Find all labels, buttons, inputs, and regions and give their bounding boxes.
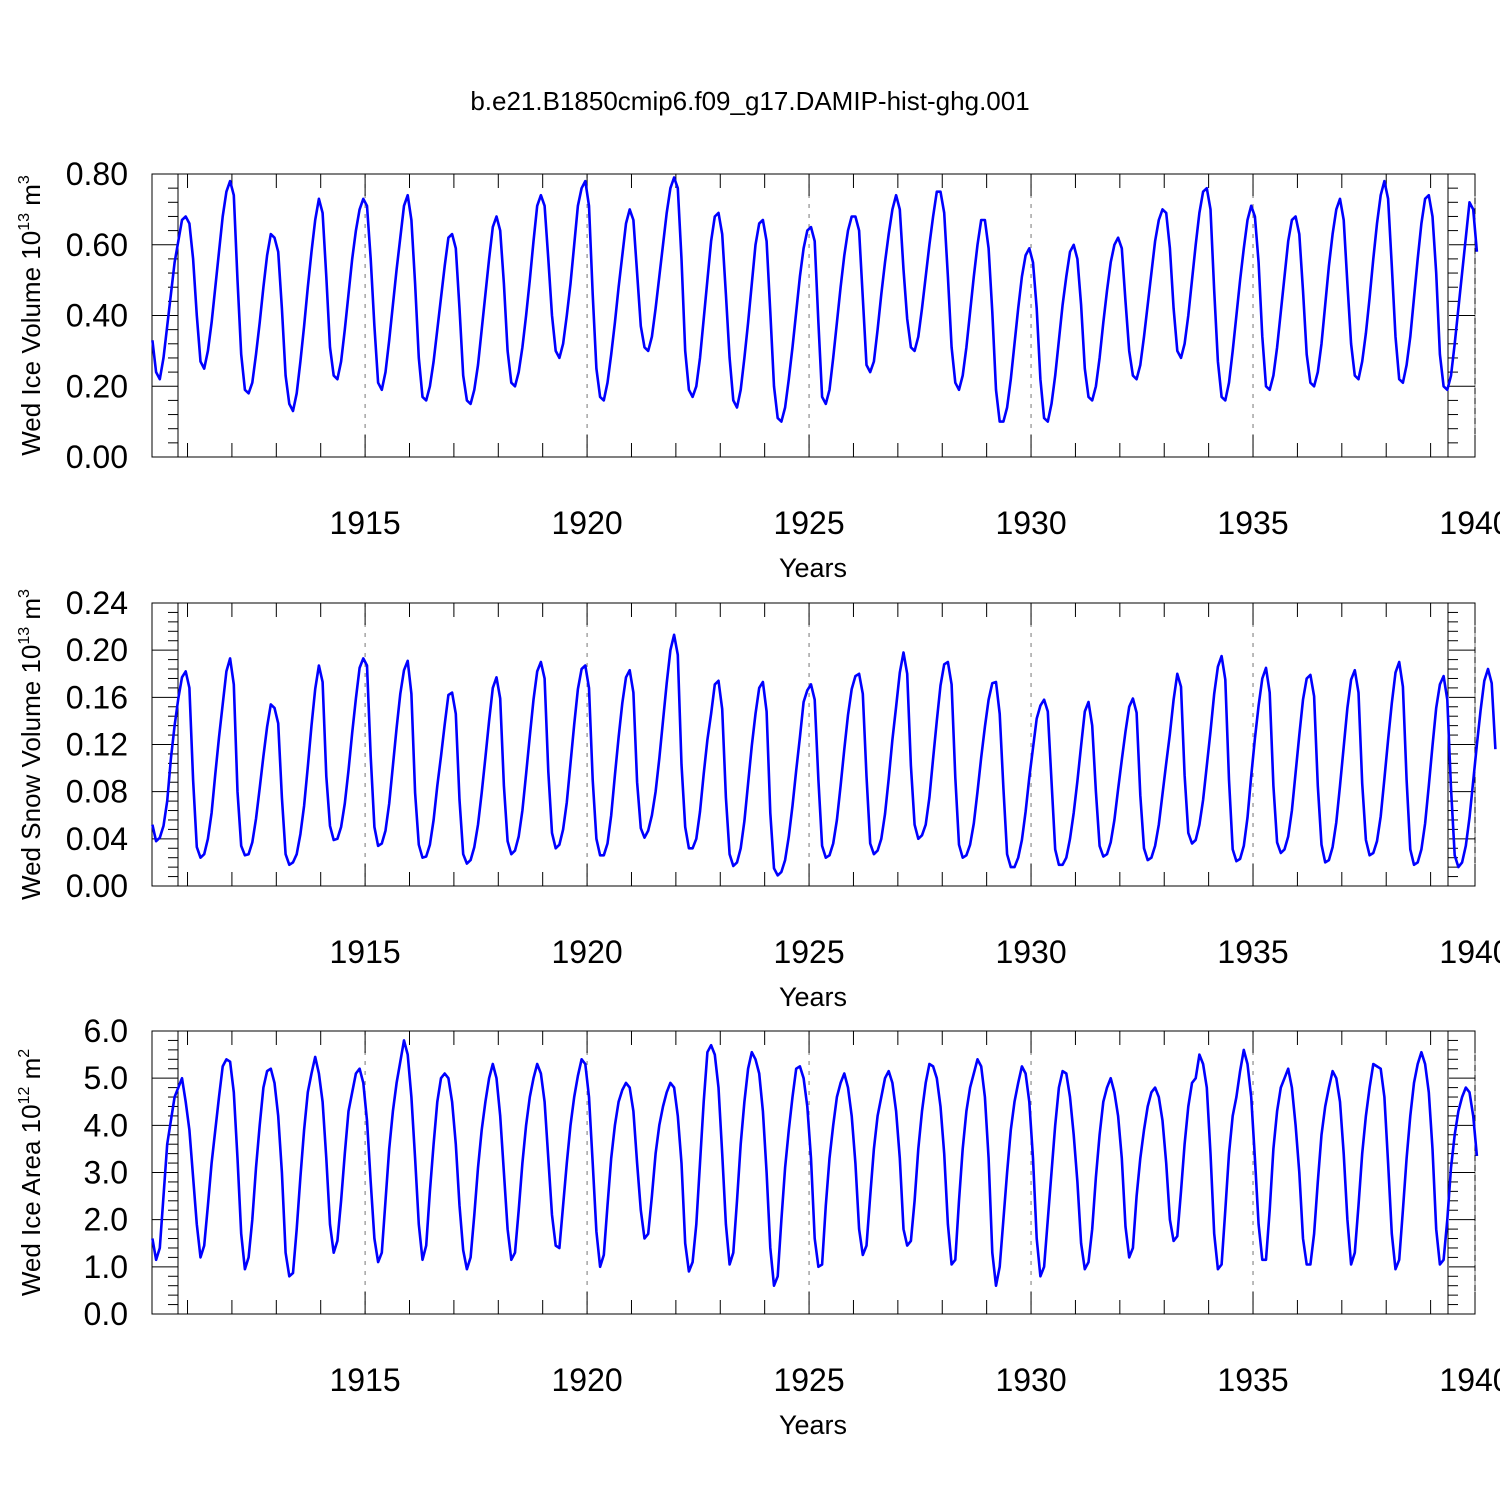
panel-ice-volume: 0.00 0.20 0.40 0.60 0.80 1915 1920 1925 1930 1935… xyxy=(16,156,1500,583)
plot-frame xyxy=(151,1030,1476,1315)
y-tick-label: 0.60 xyxy=(66,227,128,263)
x-tick-label: 1920 xyxy=(551,1362,622,1398)
y-tick-label: 0.20 xyxy=(66,632,128,668)
y-tick-label: 6.0 xyxy=(84,1013,128,1049)
y-tick-label: 0.40 xyxy=(66,298,128,334)
y-tick-label: 0.00 xyxy=(66,868,128,904)
chart-title: b.e21.B1850cmip6.f09_g17.DAMIP-hist-ghg.… xyxy=(470,86,1029,116)
y-axis-label: Wed Ice Area 1012 m2 xyxy=(16,1049,46,1296)
y-axis-label: Wed Snow Volume 1013 m3 xyxy=(16,589,46,900)
x-tick-label: 1930 xyxy=(995,934,1066,970)
series-line xyxy=(151,176,1479,423)
x-axis-label: Years xyxy=(779,553,847,583)
y-tick-label: 2.0 xyxy=(84,1202,128,1238)
x-tick-label: 1920 xyxy=(551,934,622,970)
x-tick-label: 1930 xyxy=(995,505,1066,541)
y-tick-label: 4.0 xyxy=(84,1107,128,1143)
y-tick-label: 0.80 xyxy=(66,156,128,192)
series-line xyxy=(151,1039,1479,1287)
x-tick-label: 1940 xyxy=(1439,505,1500,541)
series-line xyxy=(151,633,1497,877)
y-tick-label: 0.20 xyxy=(66,368,128,404)
y-tick-label: 0.08 xyxy=(66,774,128,810)
x-tick-label: 1925 xyxy=(773,505,844,541)
panel-snow-volume: 0.00 0.04 0.08 0.12 0.16 0.20 0.24 1915 1920 1925… xyxy=(16,585,1500,1012)
x-tick-label: 1915 xyxy=(330,1362,401,1398)
x-tick-label: 1935 xyxy=(1217,934,1288,970)
x-tick-label: 1915 xyxy=(330,505,401,541)
x-tick-label: 1915 xyxy=(330,934,401,970)
y-tick-label: 1.0 xyxy=(84,1249,128,1285)
y-tick-label: 0.0 xyxy=(84,1296,128,1332)
plot-frame xyxy=(151,173,1476,458)
y-tick-label: 3.0 xyxy=(84,1155,128,1191)
y-tick-label: 5.0 xyxy=(84,1060,128,1096)
x-tick-label: 1920 xyxy=(551,505,622,541)
x-axis-label: Years xyxy=(779,1410,847,1440)
x-tick-label: 1925 xyxy=(773,1362,844,1398)
y-tick-label: 0.12 xyxy=(66,727,128,763)
x-tick-label: 1930 xyxy=(995,1362,1066,1398)
x-axis-label: Years xyxy=(779,982,847,1012)
y-tick-label: 0.16 xyxy=(66,679,128,715)
x-tick-label: 1935 xyxy=(1217,505,1288,541)
panel-ice-area: 0.0 1.0 2.0 3.0 4.0 5.0 6.0 1915 1920 1925 1930 193… xyxy=(16,1013,1500,1440)
x-tick-label: 1935 xyxy=(1217,1362,1288,1398)
y-axis-label: Wed Ice Volume 1013 m3 xyxy=(16,175,46,456)
x-tick-label: 1925 xyxy=(773,934,844,970)
y-tick-label: 0.24 xyxy=(66,585,128,621)
y-tick-label: 0.04 xyxy=(66,821,128,857)
x-tick-label: 1940 xyxy=(1439,934,1500,970)
x-tick-label: 1940 xyxy=(1439,1362,1500,1398)
y-tick-label: 0.00 xyxy=(66,439,128,475)
